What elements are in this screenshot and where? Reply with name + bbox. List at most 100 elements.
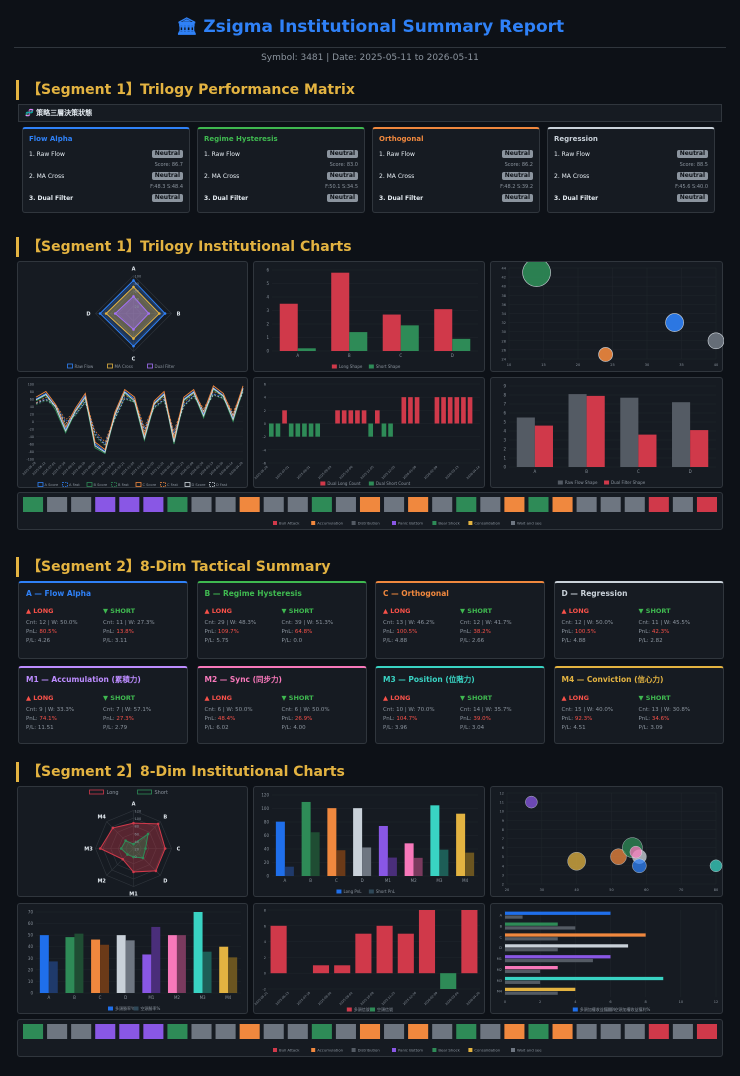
y-tick-label: 1 — [503, 456, 506, 461]
legend-label: B Fast — [118, 483, 129, 487]
dim-card-title: M1 — Accumulation (累積力) — [26, 675, 141, 684]
bar-chart-shape: 6 5 4 3 2 1 0 A B C D Long Shape Short Shape — [253, 261, 485, 372]
radar-chart-8dim: A B C D M1 M2 M3 M4 120 100 80 60 40 20 0 Long Short — [17, 786, 248, 898]
bar-0 — [430, 805, 440, 876]
legend-swatch — [432, 1048, 437, 1052]
heatmap-cell — [504, 497, 525, 512]
bar-0 — [456, 813, 466, 876]
legend-swatch — [86, 482, 93, 487]
long-label: ▲ LONG — [383, 694, 411, 702]
bar-0 — [361, 410, 367, 424]
short-count: Cnt: 6 | W: 50.0% — [281, 707, 330, 713]
radar-point — [144, 847, 147, 850]
y-tick-label: 24 — [502, 358, 507, 362]
dim-card: M4 — Conviction (信心力) ▲ LONG Cnt: 15 | W: … — [553, 666, 724, 744]
y-tick-label: 20 — [30, 413, 34, 417]
trilogy-card: Regime Hysteresis 1. Raw Flow Neutral Score… — [197, 127, 365, 213]
bar-0 — [505, 966, 558, 970]
y-tick-label: 4 — [264, 940, 267, 944]
legend-swatch — [311, 521, 316, 525]
y-tick-label: 40 — [502, 285, 506, 289]
short-pl: P/L: 3.09 — [638, 725, 663, 731]
legend-swatch — [62, 482, 68, 487]
legend-swatch — [468, 521, 473, 525]
heatmap-cell — [215, 497, 236, 512]
x-tick-label: 20 — [505, 888, 509, 892]
short-pnl: PnL: 42.3% — [638, 629, 670, 635]
radar-tick-label: 60 — [135, 290, 139, 294]
short-pl: P/L: 3.04 — [460, 725, 485, 731]
x-tick-label: 2025-12-26 — [402, 991, 417, 1006]
short-label: ▼ SHORT — [638, 607, 671, 615]
bar-0 — [467, 397, 473, 424]
x-tick-label: 2025-12-05 — [381, 465, 396, 480]
long-label: ▲ LONG — [561, 694, 589, 702]
radar-point — [121, 857, 125, 861]
ma-cross-row: 2. MA Cross Neutral — [379, 171, 533, 181]
legend-label: 多頭信號 — [354, 1006, 370, 1012]
legend-label: Dual Filter — [155, 364, 176, 369]
legend-swatch — [331, 364, 337, 369]
bar-0 — [279, 303, 298, 351]
scatter-chart-8dim: 12 11 10 9 8 7 6 5 4 3 2 20 30 40 50 60 70 80 — [490, 786, 723, 897]
row-detail: F:48.2 S:39.2 — [500, 184, 533, 190]
y-tick-label: 4 — [502, 864, 505, 868]
bar-0 — [505, 911, 611, 915]
bar-1 — [400, 325, 419, 351]
radar-point — [104, 312, 108, 315]
heatmap-cell — [624, 1024, 645, 1039]
bar-1 — [381, 423, 387, 437]
dim-card-title: B — Regime Hysteresis — [204, 589, 302, 598]
section-title-seg2-charts: 【Segment 2】8-Dim Institutional Charts — [16, 762, 345, 782]
x-tick-label: 2025-07-18 — [296, 991, 311, 1006]
heatmap-cell — [287, 1024, 308, 1039]
y-tick-label: 38 — [502, 294, 506, 298]
status-badge: Neutral — [676, 150, 708, 158]
bar-0 — [401, 397, 407, 424]
long-column: ▲ LONG Cnt: 15 | W: 40.0% PnL: 92.3% P/L: 4… — [562, 694, 639, 733]
short-count: Cnt: 11 | W: 45.5% — [638, 620, 691, 626]
ma-cross-row: 2. MA Cross Neutral — [204, 171, 358, 181]
x-tick-label: 80 — [714, 888, 718, 892]
heatmap-cell — [696, 1024, 717, 1039]
y-tick-label: 2 — [264, 956, 266, 960]
row-label: 2. MA Cross — [29, 172, 65, 180]
radar-axis-label: M4 — [97, 815, 106, 821]
legend-swatch — [160, 482, 166, 487]
y-tick-label: 4 — [503, 429, 506, 434]
x-tick-label: D — [361, 878, 364, 883]
legend-swatch — [135, 482, 142, 487]
row-label: 3. Dual Filter — [204, 194, 249, 202]
long-pnl: PnL: 80.5% — [26, 629, 57, 635]
heatmap-cell — [239, 497, 260, 512]
y-tick-label: 6 — [266, 268, 269, 273]
radar-point — [98, 312, 102, 315]
bar-1 — [505, 937, 558, 941]
y-tick-label: 26 — [502, 348, 506, 352]
scatter-bubble — [522, 262, 551, 287]
heatmap-cell — [576, 1024, 597, 1039]
heatmap-cell — [263, 1024, 284, 1039]
radar-point — [132, 855, 135, 859]
y-tick-label: 8 — [502, 828, 504, 832]
long-label: ▲ LONG — [383, 607, 411, 615]
long-pl: P/L: 6.02 — [204, 725, 229, 731]
y-tick-label: -40 — [29, 435, 34, 439]
x-tick-label: 25 — [610, 363, 614, 367]
radar-point — [132, 344, 135, 348]
radar-point — [158, 312, 161, 315]
heatmap-cell — [432, 1024, 453, 1039]
heatmap-cell — [287, 497, 308, 512]
y-tick-label: M4 — [497, 990, 503, 994]
y-tick-label: 0 — [266, 874, 269, 879]
status-badge: Neutral — [326, 194, 358, 202]
heatmap-cell — [648, 1024, 669, 1039]
legend-label: Raw Flow Shape — [565, 480, 598, 485]
dim-card-title: M3 — Position (位階力) — [383, 675, 475, 684]
status-badge: Neutral — [501, 194, 533, 202]
bar-chart-dual-count: 6 4 2 0 -2 -4 -6 2025-05-28 2025-07-01 2025-08-01… — [253, 377, 485, 488]
y-tick-label: 8 — [264, 909, 266, 913]
bar-chart-winrate: 70 60 50 40 30 20 10 0 A B C D M1 M2 M3 M4 多頭勝率% 空頭勝率% — [17, 903, 248, 1014]
short-pl: P/L: 2.79 — [103, 725, 128, 731]
status-badge: Neutral — [501, 150, 533, 158]
